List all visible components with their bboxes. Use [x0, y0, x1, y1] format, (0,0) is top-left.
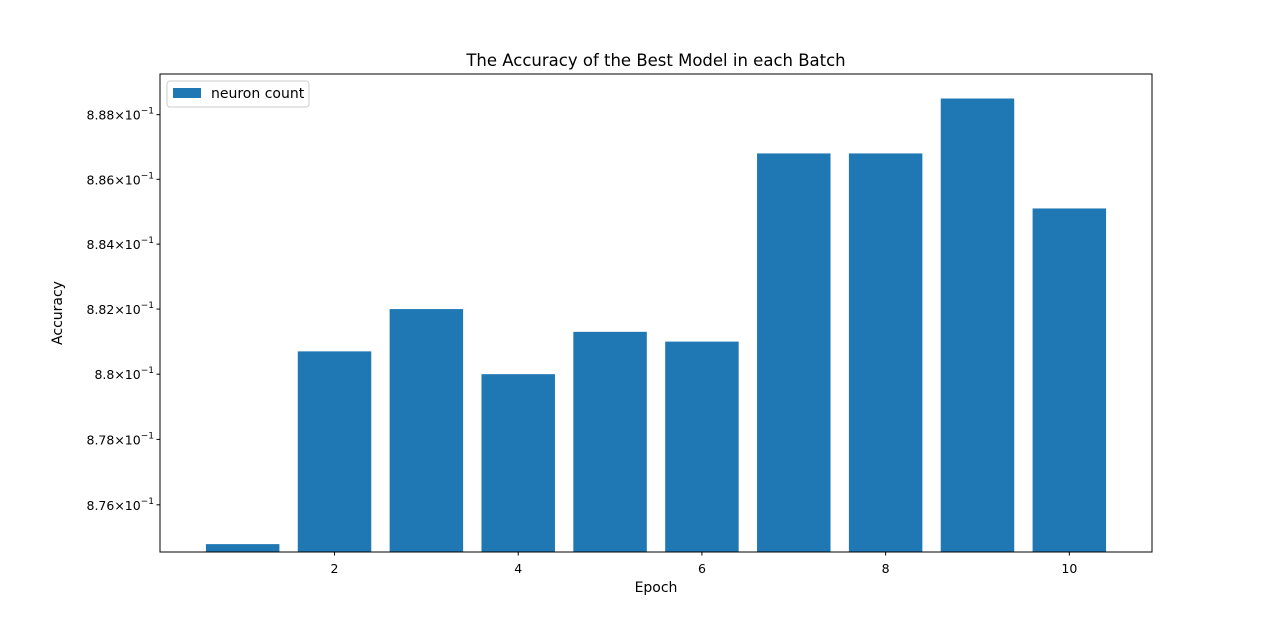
bar [297, 351, 372, 552]
plot-frame [159, 73, 1153, 553]
y-tick-label: 8.82×10−1 [87, 301, 155, 317]
legend: neuron count [166, 80, 310, 108]
bar [757, 153, 831, 552]
x-tick-label: 2 [331, 561, 339, 576]
bar [481, 374, 555, 552]
x-tick-label: 4 [514, 561, 522, 576]
y-tick-label: 8.88×10−1 [87, 107, 155, 123]
y-tick-label: 8.8×10−1 [94, 366, 154, 382]
y-axis-label: Accuracy [50, 281, 66, 345]
bar [205, 544, 280, 552]
x-axis-ticks: 2 4 6 8 10 [331, 552, 1077, 576]
y-tick-label: 8.76×10−1 [87, 497, 155, 513]
legend-swatch [173, 88, 201, 98]
bar [389, 309, 464, 552]
chart-title: The Accuracy of the Best Model in each B… [465, 51, 845, 70]
bar [940, 98, 1015, 553]
y-tick-label: 8.78×10−1 [87, 431, 155, 447]
x-tick-label: 6 [698, 561, 706, 576]
legend-box [166, 80, 310, 108]
x-tick-label: 10 [1061, 561, 1077, 576]
bar [1032, 208, 1107, 552]
bar [573, 331, 647, 552]
bar-series [205, 98, 1107, 553]
legend-label: neuron count [211, 86, 305, 102]
y-axis-ticks: 8.76×10−1 8.78×10−1 8.8×10−1 8.82×10−1 8.84×… [87, 107, 160, 513]
bar [665, 341, 739, 552]
y-tick-label: 8.86×10−1 [87, 171, 155, 187]
x-tick-label: 8 [882, 561, 890, 576]
y-tick-label: 8.84×10−1 [87, 236, 155, 252]
bar [848, 153, 923, 552]
x-axis-label: Epoch [635, 580, 678, 596]
